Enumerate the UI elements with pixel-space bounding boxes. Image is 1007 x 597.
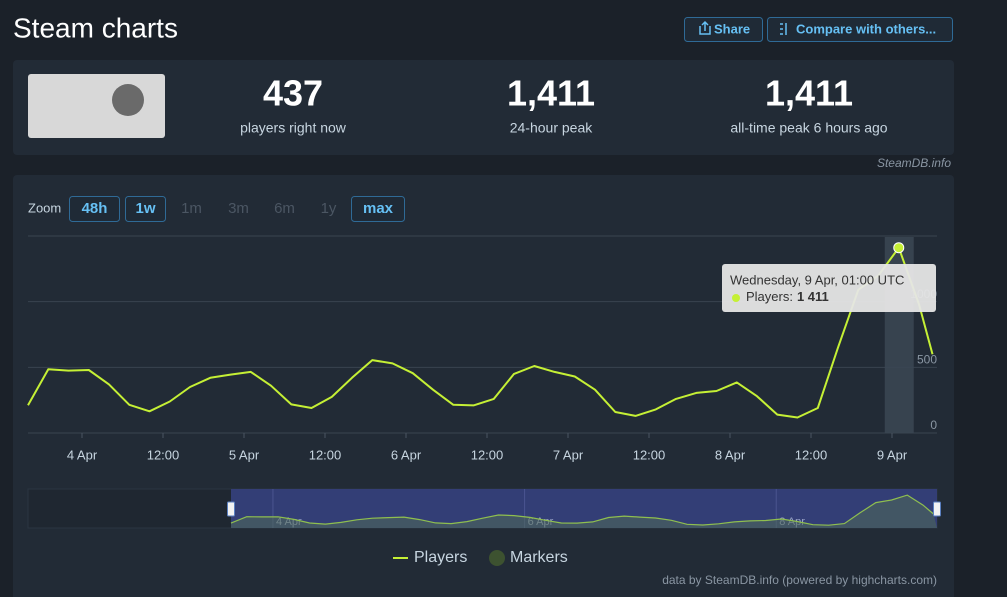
x-tick-label: 7 Apr [553, 447, 584, 462]
share-button[interactable]: Share [684, 17, 763, 42]
navigator-handle[interactable] [933, 501, 941, 517]
zoom-option[interactable]: 3m [228, 200, 249, 217]
page-title: Steam charts [13, 12, 178, 43]
stat-label: players right now [240, 120, 347, 136]
game-image-art [112, 84, 144, 116]
x-tick-label: 6 Apr [391, 447, 422, 462]
tooltip-swatch [732, 294, 740, 302]
stat-label: 24-hour peak [510, 120, 594, 136]
y-tick-label: 0 [930, 418, 937, 432]
zoom-label: Zoom [28, 200, 61, 215]
stat-value: 1,411 [765, 73, 853, 114]
x-tick-label: 12:00 [147, 447, 180, 462]
game-image [28, 74, 165, 138]
credits[interactable]: data by SteamDB.info (powered by highcha… [662, 573, 937, 587]
stats-panel [13, 60, 954, 155]
hover-point [893, 242, 905, 254]
tooltip-box [722, 264, 936, 312]
x-tick-label: 12:00 [309, 447, 342, 462]
x-tick-label: 4 Apr [67, 447, 98, 462]
x-tick-label: 12:00 [795, 447, 828, 462]
x-tick-label: 12:00 [471, 447, 504, 462]
zoom-option[interactable]: 1m [181, 200, 202, 217]
y-tick-label: 500 [917, 353, 937, 367]
button-label[interactable]: Compare with others... [796, 21, 936, 36]
chart-panel [13, 175, 954, 597]
legend-label[interactable]: Markers [510, 549, 568, 566]
players-line [27, 246, 934, 419]
button-label[interactable]: Share [714, 21, 750, 36]
x-tick-label: 12:00 [633, 447, 666, 462]
navigator-area [231, 495, 937, 528]
stat-value: 1,411 [507, 73, 595, 114]
x-tick-label: 9 Apr [877, 447, 908, 462]
x-tick-label: 8 Apr [715, 447, 746, 462]
legend-label[interactable]: Players [414, 549, 467, 566]
zoom-option[interactable]: 6m [274, 200, 295, 217]
source-label: SteamDB.info [877, 156, 951, 170]
zoom-button[interactable] [125, 196, 166, 222]
share-icon [699, 20, 711, 35]
tooltip-title: Wednesday, 9 Apr, 01:00 UTC [730, 272, 904, 287]
zoom-option[interactable]: 1w [135, 200, 155, 217]
zoom-button[interactable] [69, 196, 120, 222]
stat-label: all-time peak 6 hours ago [730, 120, 887, 136]
zoom-option[interactable]: max [363, 200, 394, 217]
button-frame[interactable] [767, 17, 953, 42]
zoom-button[interactable] [351, 196, 405, 222]
compare-button[interactable]: Compare with others... [767, 17, 953, 42]
compare-icon [780, 23, 787, 35]
x-tick-label: 5 Apr [229, 447, 260, 462]
tooltip-series: Players: [746, 289, 793, 304]
stat-value: 437 [263, 73, 323, 114]
zoom-option[interactable]: 48h [82, 200, 108, 217]
tooltip-value: 1 411 [797, 289, 829, 304]
navigator-handle[interactable] [227, 501, 235, 517]
tooltip-body: Players: 1 411 [746, 289, 829, 304]
navigator-line [230, 494, 934, 526]
zoom-option[interactable]: 1y [321, 200, 337, 217]
legend-marker [489, 550, 505, 566]
